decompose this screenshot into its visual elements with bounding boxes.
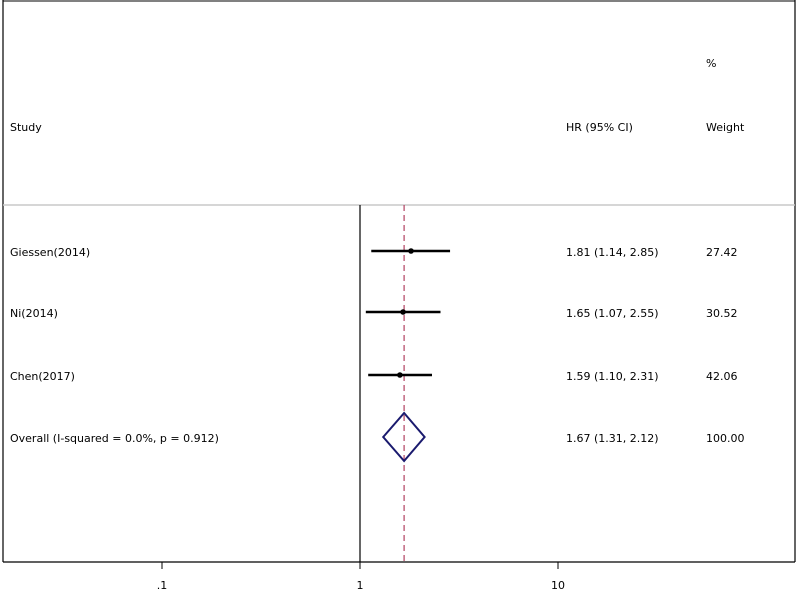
- study-label: Chen(2017): [10, 370, 75, 383]
- study-row: Chen(2017) 1.59 (1.10, 2.31) 42.06: [10, 370, 738, 383]
- overall-diamond: [381, 411, 426, 463]
- study-ci-text: 1.65 (1.07, 2.55): [566, 307, 659, 320]
- overall-weight: 100.00: [706, 432, 745, 445]
- header-effect: HR (95% CI): [566, 121, 633, 134]
- x-tick-label: 1: [357, 579, 364, 592]
- overall-row: Overall (I-squared = 0.0%, p = 0.912) 1.…: [10, 411, 745, 463]
- header-weight-top: %: [706, 57, 716, 70]
- header-study: Study: [10, 121, 42, 134]
- x-tick-label: .1: [157, 579, 168, 592]
- study-weight: 42.06: [706, 370, 738, 383]
- study-point: [408, 248, 414, 254]
- overall-label: Overall (I-squared = 0.0%, p = 0.912): [10, 432, 219, 445]
- study-weight: 30.52: [706, 307, 738, 320]
- x-axis-ticks: .1 1 10: [157, 562, 565, 592]
- study-label: Giessen(2014): [10, 246, 90, 259]
- overall-ci-text: 1.67 (1.31, 2.12): [566, 432, 659, 445]
- study-point: [400, 309, 406, 315]
- x-tick-label: 10: [551, 579, 565, 592]
- study-ci-text: 1.59 (1.10, 2.31): [566, 370, 659, 383]
- study-row: Giessen(2014) 1.81 (1.14, 2.85) 27.42: [10, 246, 738, 259]
- study-row: Ni(2014) 1.65 (1.07, 2.55) 30.52: [10, 307, 738, 320]
- study-point: [397, 372, 403, 378]
- study-label: Ni(2014): [10, 307, 58, 320]
- study-weight: 27.42: [706, 246, 738, 259]
- study-ci-text: 1.81 (1.14, 2.85): [566, 246, 659, 259]
- header-weight: Weight: [706, 121, 745, 134]
